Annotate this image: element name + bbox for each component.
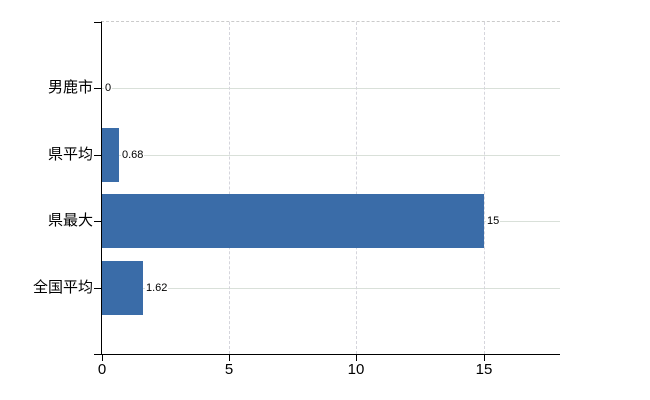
- x-axis-tick-label: 5: [224, 361, 234, 378]
- gridline-vertical: [484, 22, 485, 354]
- y-axis-end-tick: [94, 22, 102, 23]
- x-axis-tick-label: 10: [347, 361, 365, 378]
- bar-value-label: 15: [486, 214, 501, 228]
- bar: [102, 128, 119, 182]
- gridline-vertical: [356, 22, 357, 354]
- y-axis-tick: [94, 221, 102, 222]
- gridline-horizontal: [102, 88, 560, 89]
- gridline-horizontal: [102, 155, 560, 156]
- y-axis-tick: [94, 88, 102, 89]
- y-axis-tick: [94, 288, 102, 289]
- x-axis-tick: [484, 355, 485, 361]
- gridline-horizontal: [102, 288, 560, 289]
- y-axis-end-tick: [94, 354, 102, 355]
- x-axis-tick: [102, 355, 103, 361]
- gridline-vertical: [229, 22, 230, 354]
- x-axis-tick: [356, 355, 357, 361]
- x-axis-tick-label: 15: [475, 361, 493, 378]
- x-axis-tick: [229, 355, 230, 361]
- bar: [102, 261, 143, 315]
- bar-value-label: 1.62: [145, 281, 169, 295]
- bar-value-label: 0.68: [121, 148, 145, 162]
- plot-area: 0 0.68 15 1.62: [101, 21, 560, 355]
- category-label: 県最大: [47, 212, 93, 229]
- bar: [102, 194, 484, 248]
- x-axis-tick-label: 0: [97, 361, 107, 378]
- y-axis-tick: [94, 155, 102, 156]
- category-label: 全国平均: [32, 279, 93, 296]
- category-label: 男鹿市: [47, 79, 93, 96]
- category-label: 県平均: [47, 146, 93, 163]
- bar-value-label: 0: [104, 81, 113, 95]
